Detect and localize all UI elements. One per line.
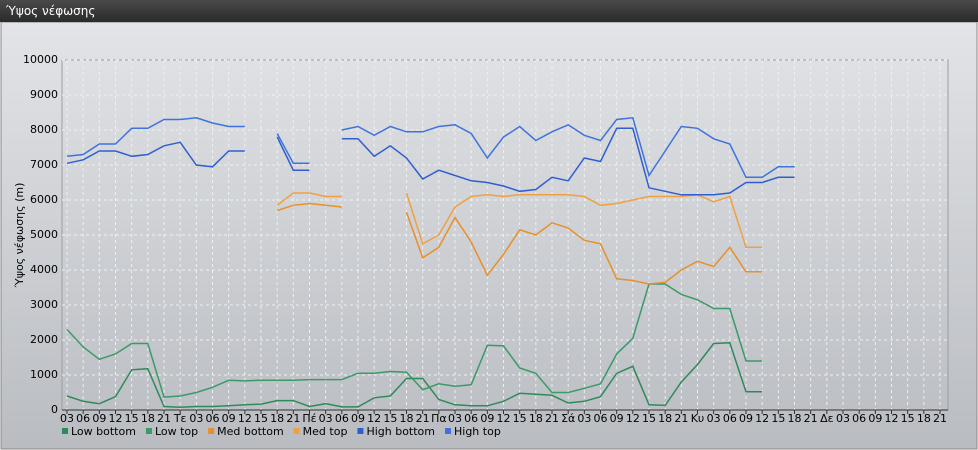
y-tick-label: 6000 (30, 193, 58, 206)
x-tick-label: 06 (335, 412, 349, 425)
y-tick-label: 2000 (30, 333, 58, 346)
x-tick-label: Τε (173, 412, 187, 425)
x-tick-label: 03 (448, 412, 462, 425)
x-tick-label: Πέ (302, 412, 316, 425)
x-tick-label: 15 (513, 412, 527, 425)
x-tick-label: 06 (594, 412, 608, 425)
x-tick-label: 12 (109, 412, 123, 425)
x-tick-label: 21 (804, 412, 818, 425)
legend-label: Med top (303, 425, 348, 438)
chart: Ύψος νέφωσης (m) 0 1000 2000 3000 4000 5000 60… (0, 22, 978, 450)
y-tick-label: 3000 (30, 298, 58, 311)
x-tick-label: 09 (739, 412, 753, 425)
x-tick-label: 12 (626, 412, 640, 425)
x-tick-label: 21 (545, 412, 559, 425)
series-line (66, 283, 763, 398)
y-tick-label: 10000 (23, 53, 58, 66)
series-line (66, 116, 795, 179)
x-tick-label: 03 (707, 412, 721, 425)
x-tick-label: 18 (788, 412, 802, 425)
y-axis-title: Ύψος νέφωσης (m) (13, 183, 26, 289)
x-tick-label: 12 (238, 412, 252, 425)
x-tick-label: 12 (367, 412, 381, 425)
y-tick-label: 9000 (30, 88, 58, 101)
x-tick-label: 21 (157, 412, 171, 425)
x-tick-label: 12 (497, 412, 511, 425)
x-tick-label: 15 (901, 412, 915, 425)
x-tick-label: 03 (836, 412, 850, 425)
y-tick-label: 0 (51, 403, 58, 416)
x-tick-label: 03 (577, 412, 591, 425)
legend-label: Low top (155, 425, 198, 438)
x-tick-label: 09 (92, 412, 106, 425)
x-tick-label: 18 (658, 412, 672, 425)
series-line (276, 192, 763, 249)
x-tick-label: 18 (529, 412, 543, 425)
y-tick-label: 8000 (30, 123, 58, 136)
legend-label: High bottom (366, 425, 435, 438)
series-line (276, 202, 763, 285)
series-line (66, 342, 763, 408)
x-tick-label: 15 (383, 412, 397, 425)
legend-swatch (62, 428, 68, 434)
y-tick-label: 5000 (30, 228, 58, 241)
x-tick-label: Πα (431, 412, 447, 425)
x-tick-label: 21 (416, 412, 430, 425)
x-tick-label: Κυ (691, 412, 705, 425)
legend-label: High top (454, 425, 501, 438)
x-tick-label: 21 (286, 412, 300, 425)
x-tick-label: 18 (270, 412, 284, 425)
x-tick-label: 06 (76, 412, 90, 425)
x-tick-label: 18 (400, 412, 414, 425)
x-tick-label: 03 (189, 412, 203, 425)
legend-swatch (357, 428, 364, 434)
x-tick-label: 09 (868, 412, 882, 425)
x-tick-label: 18 (141, 412, 155, 425)
x-tick-label: 09 (351, 412, 365, 425)
legend-label: Low bottom (71, 425, 136, 438)
x-tick-label: 21 (674, 412, 688, 425)
x-tick-label: 15 (771, 412, 785, 425)
x-tick-label: 18 (917, 412, 931, 425)
x-tick-label: 09 (610, 412, 624, 425)
x-tick-label: 15 (642, 412, 656, 425)
y-tick-label: 4000 (30, 263, 58, 276)
y-tick-label: 1000 (30, 368, 58, 381)
x-tick-label: 09 (222, 412, 236, 425)
x-tick-label: 09 (480, 412, 494, 425)
legend-label: Med bottom (217, 425, 284, 438)
x-tick-label: 15 (254, 412, 268, 425)
x-tick-label: 03 (60, 412, 74, 425)
x-tick-label: 03 (319, 412, 333, 425)
x-tick-label: 12 (755, 412, 769, 425)
x-tick-label: 21 (933, 412, 947, 425)
y-tick-label: 7000 (30, 158, 58, 171)
x-tick-label: 06 (723, 412, 737, 425)
x-tick-label: Σά (561, 412, 575, 425)
series-line (66, 127, 795, 196)
legend-swatch (445, 428, 451, 434)
x-tick-label: Δε (820, 412, 834, 425)
x-tick-label: 06 (852, 412, 866, 425)
x-tick-label: 12 (885, 412, 899, 425)
chart-title: Ύψος νέφωσης (0, 0, 978, 22)
legend-swatch (145, 428, 152, 434)
x-tick-label: 06 (206, 412, 220, 425)
legend-swatch (208, 428, 215, 434)
x-tick-label: 06 (464, 412, 478, 425)
x-tick-label: 15 (125, 412, 139, 425)
legend-swatch (293, 428, 300, 434)
